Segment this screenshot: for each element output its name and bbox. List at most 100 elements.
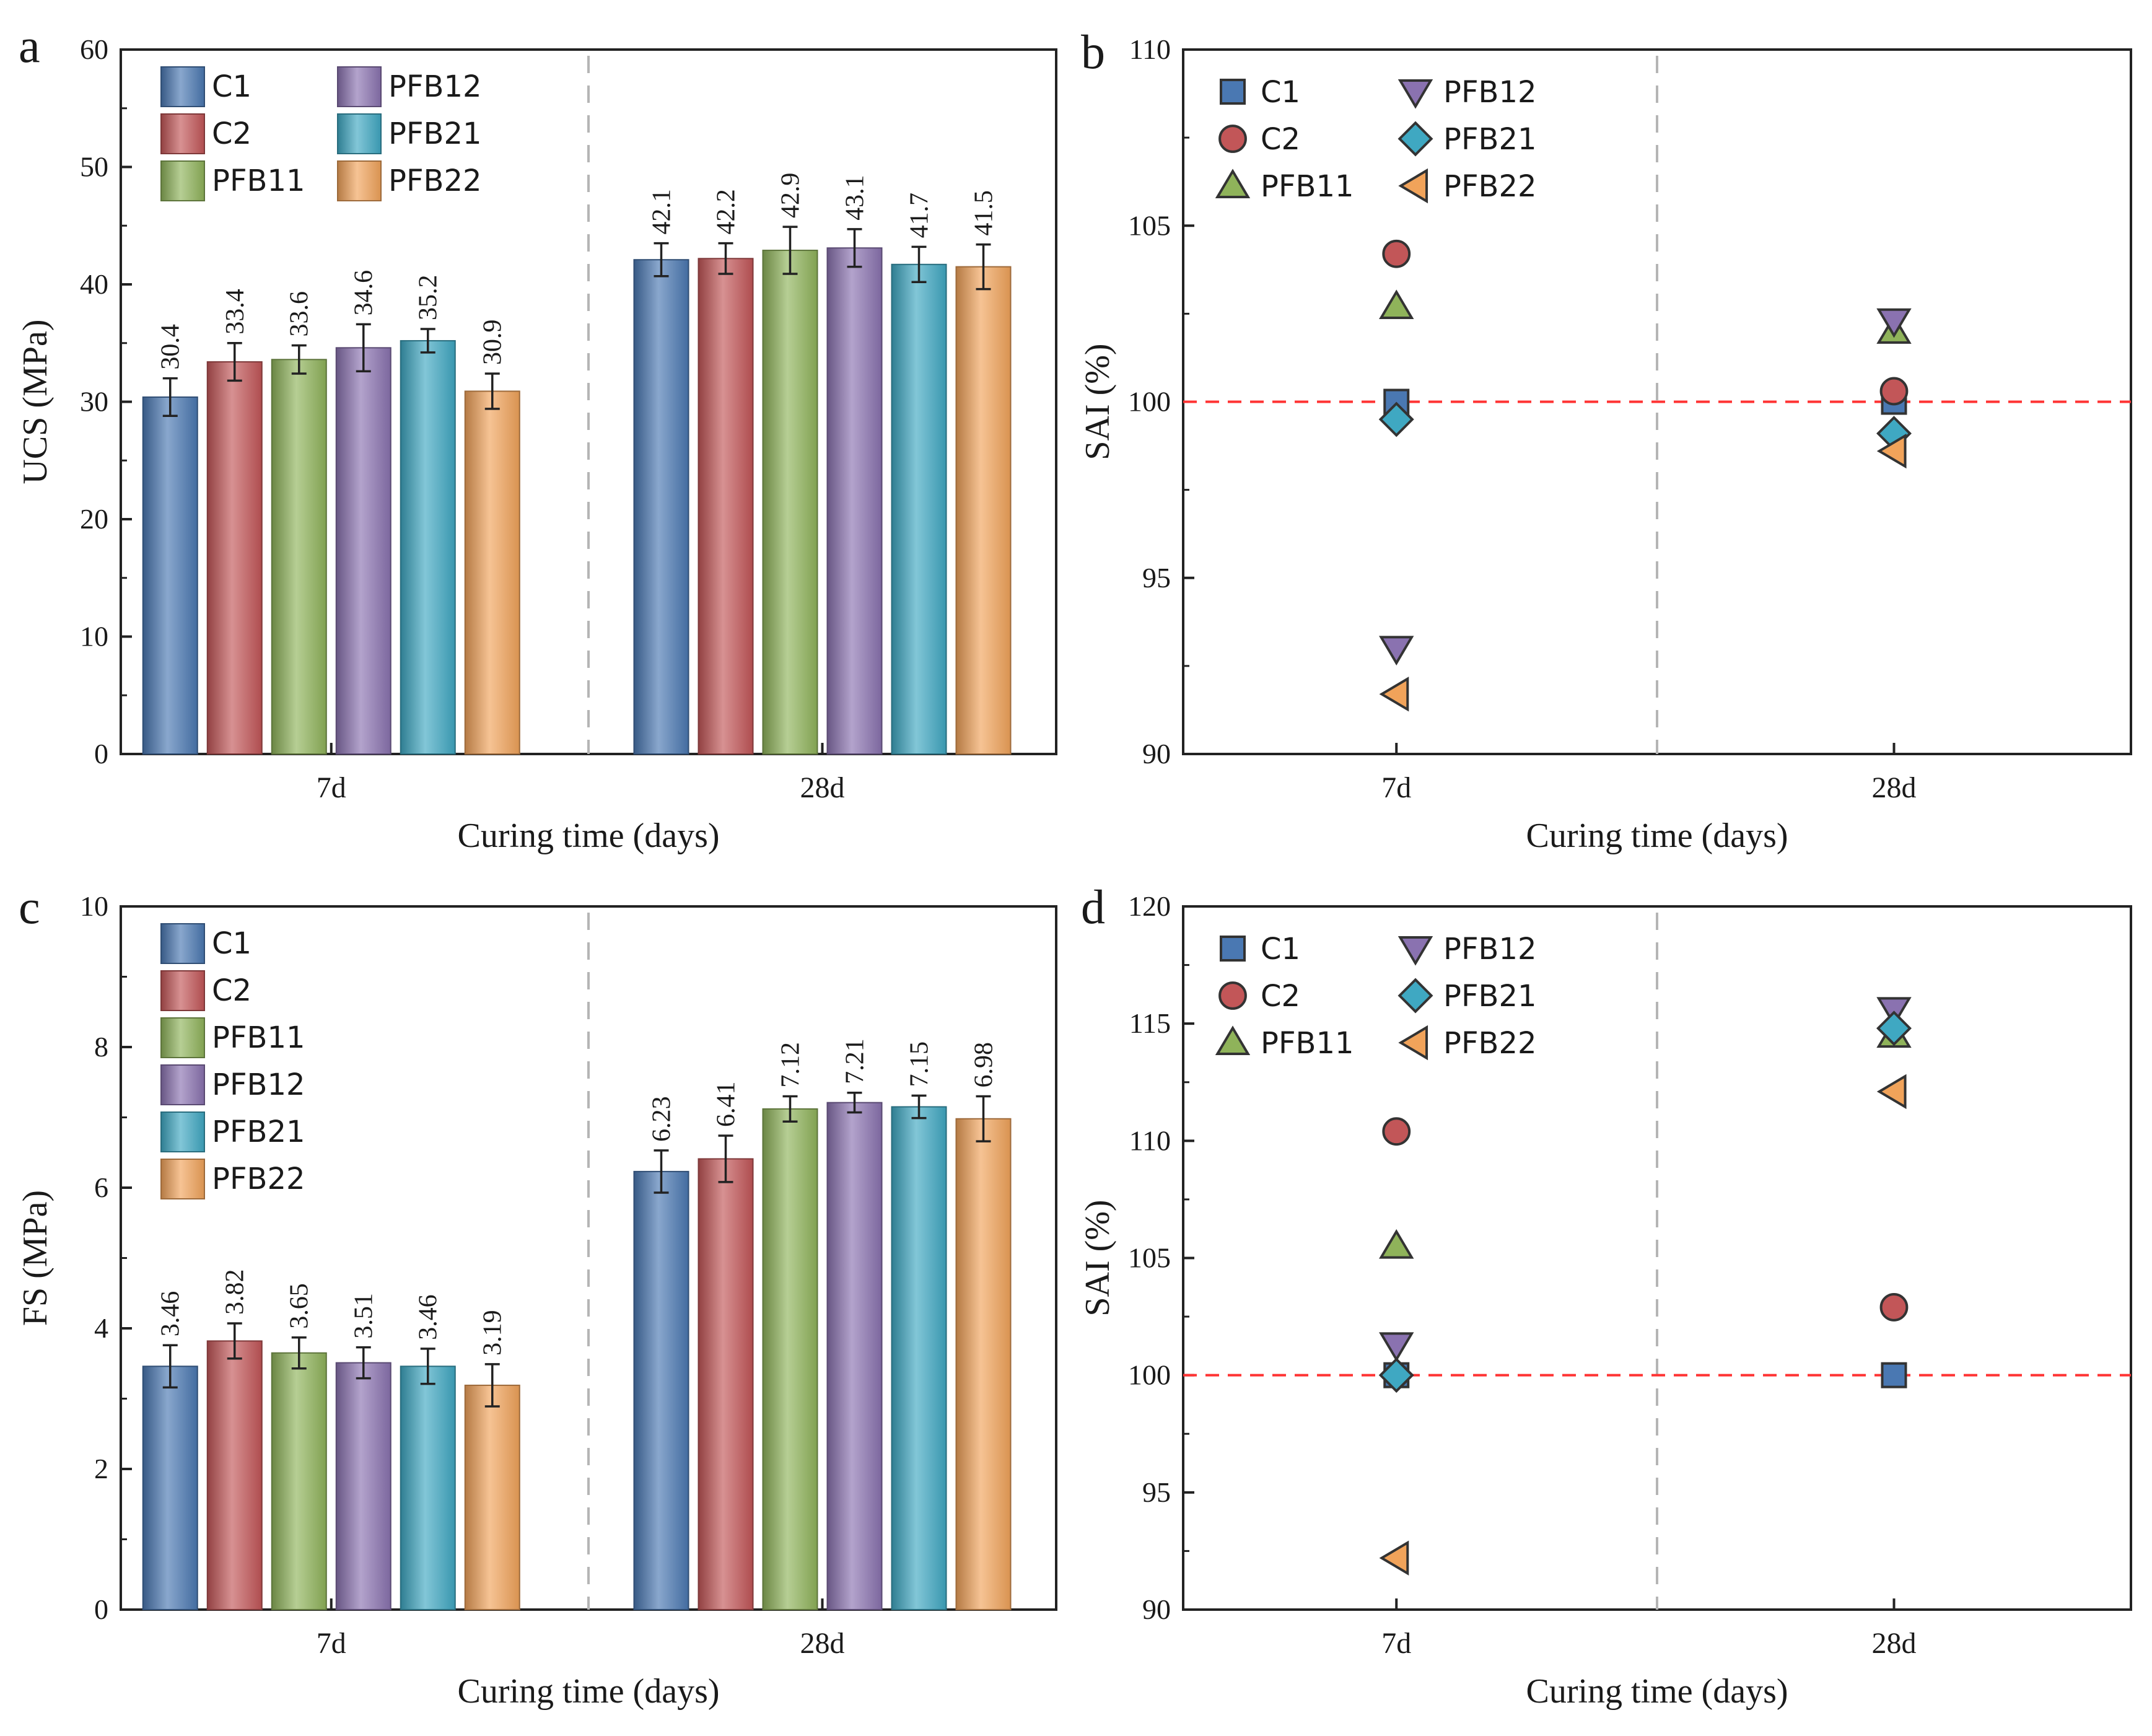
y-axis-label: FS (MPa)	[16, 1190, 55, 1326]
legend: C1 C2 PFB11 PFB12 PFB21 PFB22	[1215, 932, 1537, 1061]
y-tick-label: 105	[1128, 209, 1171, 241]
data-label: 3.46	[414, 1294, 443, 1340]
y-axis-label: SAI (%)	[1078, 343, 1117, 460]
legend-marker-c1	[1220, 936, 1246, 962]
y-tick-label: 4	[94, 1312, 108, 1344]
legend-marker-pfb21	[1397, 978, 1433, 1014]
point-pfb11-7d	[1379, 289, 1414, 320]
bar-pfb22-7d	[464, 390, 520, 755]
legend-label: PFB11	[212, 1020, 305, 1055]
error-bar	[654, 242, 669, 278]
legend-swatch-pfb12	[160, 1064, 205, 1105]
data-label: 6.41	[712, 1082, 741, 1128]
error-bar	[847, 228, 862, 268]
y-tick-label: 105	[1128, 1242, 1171, 1274]
legend-swatch-c2	[160, 113, 205, 154]
error-bar	[227, 1322, 242, 1360]
x-axis-label: Curing time (days)	[1526, 817, 1788, 855]
legend-label: PFB11	[1261, 169, 1354, 204]
x-tick-label: 7d	[1381, 1627, 1411, 1660]
bar-c1-28d	[633, 259, 689, 755]
y-tick-label: 8	[94, 1031, 108, 1063]
legend-swatch-pfb11	[160, 160, 205, 201]
error-bar	[356, 1346, 371, 1380]
x-axis-label: Curing time (days)	[457, 1672, 719, 1711]
bar-c2-7d	[206, 361, 263, 755]
data-label: 30.4	[157, 324, 185, 370]
error-bar	[654, 1149, 669, 1194]
legend-marker-pfb12	[1397, 79, 1433, 109]
point-pfb22-7d	[1379, 1540, 1409, 1576]
y-tick-label: 90	[1142, 738, 1171, 769]
legend-label: PFB11	[212, 164, 305, 198]
legend: C1 C2 PFB11 PFB12 PFB21 PFB22	[160, 923, 305, 1199]
data-label: 33.6	[286, 291, 314, 337]
chart-panel-a: a 0 10 20 30 40 50 60 7d 28d Curing time (days) UCS…	[16, 19, 1057, 855]
bar-c2-28d	[698, 258, 754, 755]
x-tick-label: 7d	[317, 771, 346, 804]
error-bar	[162, 1344, 178, 1389]
bar-pfb21-28d	[891, 1106, 947, 1610]
bar-pfb12-7d	[335, 1362, 391, 1610]
data-label: 34.6	[350, 270, 378, 316]
bar-pfb11-28d	[762, 250, 818, 755]
error-bar	[484, 372, 500, 410]
data-label: 6.98	[970, 1042, 999, 1088]
y-tick-label: 90	[1142, 1594, 1171, 1625]
legend-swatch-pfb11	[160, 1017, 205, 1058]
legend-label: PFB22	[1443, 169, 1537, 204]
y-tick-label: 110	[1129, 33, 1171, 65]
legend-swatch-pfb12	[337, 66, 382, 107]
legend-swatch-pfb22	[337, 160, 382, 201]
y-tick-label: 115	[1129, 1007, 1171, 1039]
error-bar	[484, 1363, 500, 1408]
legend-label: PFB11	[1261, 1026, 1354, 1061]
data-label: 3.65	[286, 1283, 314, 1329]
data-label: 7.15	[906, 1041, 934, 1087]
legend-label: C2	[1261, 979, 1300, 1014]
legend-label: C2	[212, 973, 252, 1008]
data-label: 7.21	[841, 1038, 870, 1084]
y-axis-label: SAI (%)	[1078, 1199, 1117, 1316]
error-bar	[911, 1094, 927, 1120]
error-bar	[976, 1095, 991, 1142]
x-axis-label: Curing time (days)	[1526, 1672, 1788, 1711]
data-label: 42.2	[712, 189, 741, 235]
x-tick-label: 7d	[1381, 771, 1411, 804]
data-label: 6.23	[648, 1096, 676, 1142]
legend-label: PFB21	[388, 116, 482, 151]
legend-label: PFB22	[212, 1162, 305, 1196]
legend-marker-pfb21	[1397, 121, 1433, 157]
error-bar	[718, 1134, 733, 1183]
legend-label: C1	[212, 926, 252, 961]
legend-label: C1	[212, 69, 252, 104]
point-pfb21-7d	[1378, 401, 1414, 437]
point-c2-28d	[1879, 377, 1909, 406]
y-tick-label: 20	[80, 503, 108, 535]
data-label: 3.82	[221, 1269, 250, 1315]
y-tick-label: 95	[1142, 562, 1171, 594]
legend-marker-pfb22	[1398, 168, 1428, 204]
bar-c1-7d	[142, 1366, 198, 1611]
bar-c2-7d	[206, 1340, 263, 1610]
error-bar	[420, 1348, 435, 1385]
bar-pfb12-28d	[826, 1102, 883, 1611]
point-pfb22-28d	[1876, 1074, 1907, 1110]
data-label: 42.1	[648, 189, 676, 235]
data-label: 41.5	[970, 190, 999, 236]
bar-pfb12-7d	[335, 347, 391, 755]
data-label: 41.7	[906, 193, 934, 239]
legend-swatch-c2	[160, 970, 205, 1011]
chart-panel-b: b 90 95 100 105 110 7d 28d Curing time (days) SAI…	[1078, 25, 2132, 855]
x-axis-label: Curing time (days)	[457, 817, 719, 855]
point-c2-7d	[1382, 1117, 1411, 1146]
x-tick-label: 7d	[317, 1627, 346, 1660]
y-tick-label: 100	[1128, 386, 1171, 418]
legend-swatch-c1	[160, 66, 205, 107]
y-tick-label: 2	[94, 1453, 108, 1484]
point-pfb22-7d	[1379, 677, 1409, 712]
legend-label: C2	[212, 116, 252, 151]
error-bar	[718, 242, 733, 275]
error-bar	[911, 245, 927, 283]
x-tick-label: 28d	[800, 771, 845, 804]
